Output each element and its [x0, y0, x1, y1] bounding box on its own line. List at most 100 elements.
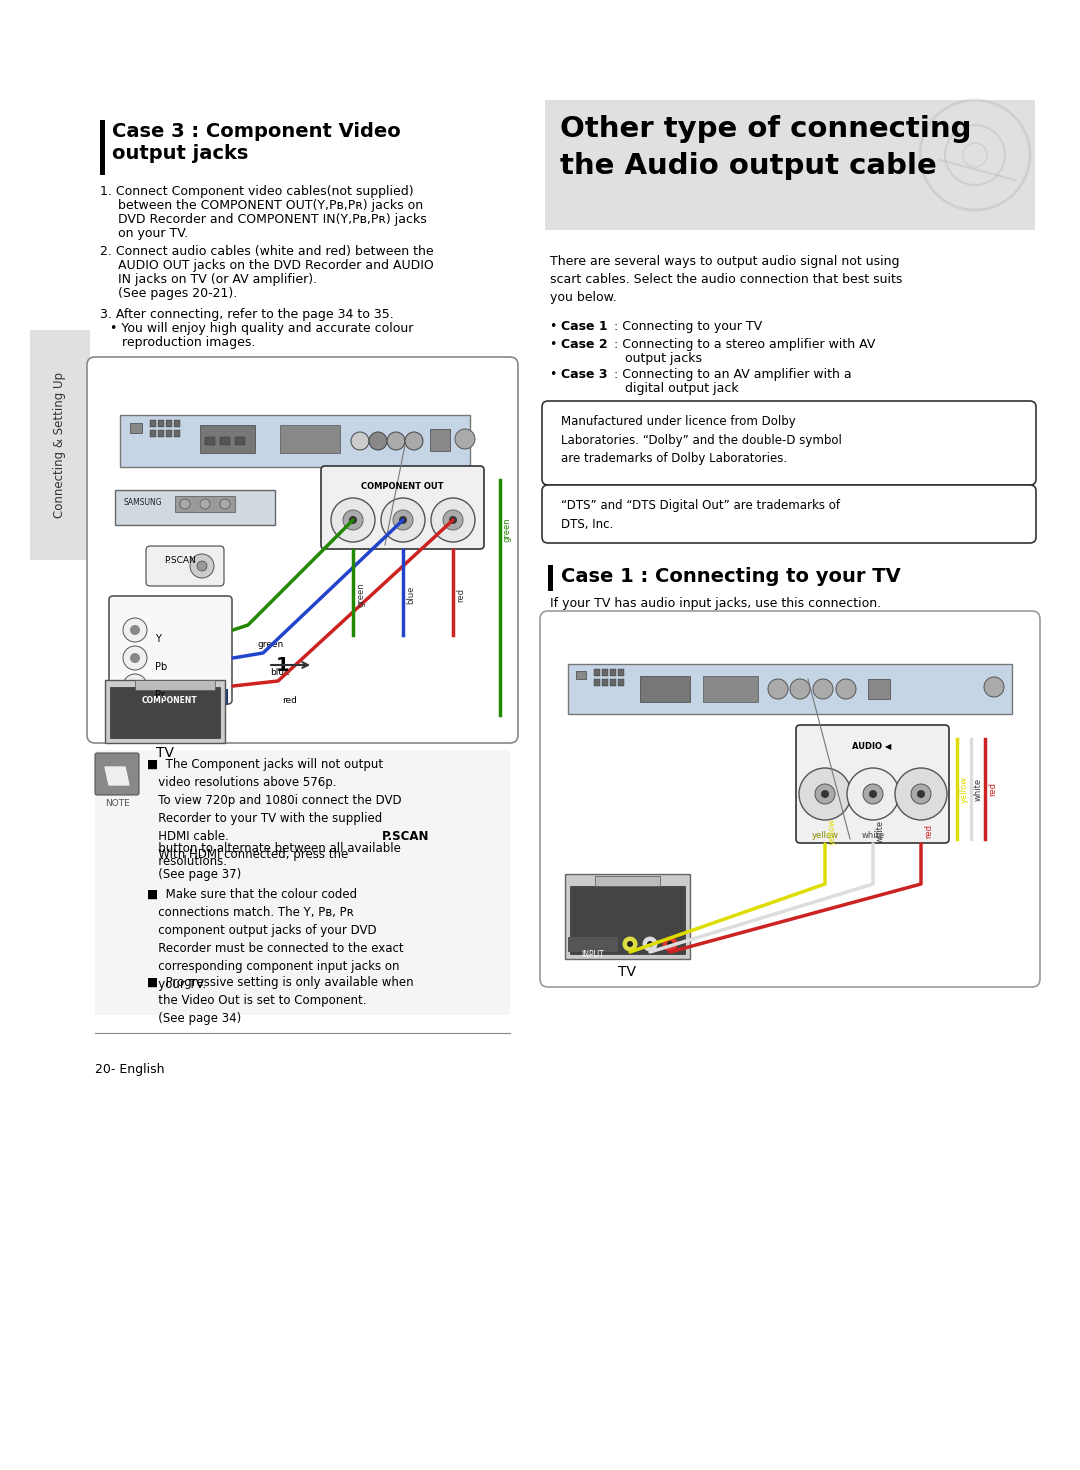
Text: COMPONENT OUT: COMPONENT OUT — [361, 482, 443, 491]
Text: •: • — [550, 368, 562, 381]
Circle shape — [799, 767, 851, 820]
Bar — [200, 425, 255, 453]
Bar — [166, 431, 172, 437]
Text: Pb: Pb — [156, 662, 167, 672]
Text: button to alternate between all available: button to alternate between all availabl… — [147, 842, 401, 856]
Circle shape — [130, 681, 140, 691]
Bar — [158, 431, 164, 437]
Bar — [166, 420, 172, 426]
Circle shape — [393, 510, 413, 531]
Bar — [158, 420, 164, 426]
Bar — [120, 415, 470, 467]
Text: NOTE: NOTE — [105, 800, 130, 809]
Bar — [100, 121, 105, 175]
Circle shape — [984, 678, 1004, 697]
Circle shape — [123, 675, 147, 698]
Text: : Connecting to an AV amplifier with a: : Connecting to an AV amplifier with a — [610, 368, 852, 381]
Text: Other type of connecting: Other type of connecting — [561, 115, 972, 143]
Text: Connecting & Setting Up: Connecting & Setting Up — [54, 372, 67, 517]
Text: DVD Recorder and COMPONENT IN(Y,Pʙ,Pʀ) jacks: DVD Recorder and COMPONENT IN(Y,Pʙ,Pʀ) j… — [118, 213, 427, 226]
Circle shape — [667, 941, 673, 947]
Text: (See pages 20-21).: (See pages 20-21). — [118, 287, 238, 300]
Text: red: red — [282, 695, 297, 706]
Bar — [570, 886, 685, 954]
Circle shape — [220, 498, 230, 509]
Text: white: white — [876, 819, 885, 842]
Bar — [235, 437, 245, 445]
Text: Pr: Pr — [156, 689, 165, 700]
Text: 1: 1 — [276, 656, 289, 675]
Text: white: white — [974, 778, 983, 801]
Circle shape — [847, 767, 899, 820]
Text: AUDIO ◀: AUDIO ◀ — [852, 741, 892, 750]
Circle shape — [405, 432, 423, 450]
FancyBboxPatch shape — [540, 612, 1040, 986]
Circle shape — [381, 498, 426, 542]
Text: between the COMPONENT OUT(Y,Pʙ,Pʀ) jacks on: between the COMPONENT OUT(Y,Pʙ,Pʀ) jacks… — [118, 198, 423, 212]
Bar — [205, 437, 215, 445]
Circle shape — [387, 432, 405, 450]
Circle shape — [399, 516, 407, 523]
Circle shape — [642, 936, 658, 953]
Circle shape — [863, 784, 883, 804]
Text: (See page 37): (See page 37) — [147, 867, 241, 881]
Bar — [703, 676, 758, 703]
Bar — [174, 420, 180, 426]
Text: 1. Connect Component video cables(not supplied): 1. Connect Component video cables(not su… — [100, 185, 414, 198]
Circle shape — [123, 645, 147, 670]
Circle shape — [190, 554, 214, 578]
Text: the Audio output cable: the Audio output cable — [561, 151, 936, 179]
Text: yellow: yellow — [960, 776, 969, 803]
Text: output jacks: output jacks — [625, 351, 702, 365]
Bar — [565, 875, 690, 958]
Bar — [220, 437, 230, 445]
Circle shape — [647, 941, 653, 947]
FancyBboxPatch shape — [87, 357, 518, 742]
Bar — [174, 431, 180, 437]
Text: If your TV has audio input jacks, use this connection.: If your TV has audio input jacks, use th… — [550, 597, 881, 610]
Bar — [114, 490, 275, 525]
Text: TV: TV — [156, 745, 174, 760]
Circle shape — [431, 498, 475, 542]
Circle shape — [130, 625, 140, 635]
Bar — [548, 564, 553, 591]
Bar — [113, 689, 228, 706]
Text: yellow: yellow — [828, 817, 837, 844]
Circle shape — [627, 941, 633, 947]
Circle shape — [622, 936, 638, 953]
Circle shape — [768, 679, 788, 700]
Text: Case 2: Case 2 — [561, 338, 608, 351]
Text: ■  Make sure that the colour coded
   connections match. The Y, Pʙ, Pʀ
   compon: ■ Make sure that the colour coded connec… — [147, 888, 404, 991]
Circle shape — [789, 679, 810, 700]
Circle shape — [836, 679, 856, 700]
Text: yellow: yellow — [811, 831, 838, 839]
Text: P.SCAN: P.SCAN — [382, 831, 430, 842]
Bar — [602, 669, 608, 676]
Text: on your TV.: on your TV. — [118, 226, 188, 240]
FancyBboxPatch shape — [542, 401, 1036, 485]
Bar — [610, 679, 616, 686]
Text: Case 1 : Connecting to your TV: Case 1 : Connecting to your TV — [561, 567, 901, 587]
FancyBboxPatch shape — [95, 753, 139, 795]
Text: ■  The Component jacks will not output
   video resolutions above 576p.
   To vi: ■ The Component jacks will not output vi… — [147, 759, 402, 861]
Bar — [594, 669, 600, 676]
Circle shape — [917, 789, 924, 798]
Text: Y: Y — [156, 634, 161, 644]
Bar — [568, 664, 1012, 714]
Text: blue: blue — [270, 667, 289, 678]
Text: Manufactured under licence from Dolby
Laboratories. “Dolby” and the double-D sym: Manufactured under licence from Dolby La… — [561, 415, 842, 465]
Text: •: • — [550, 320, 562, 334]
Text: green: green — [258, 639, 284, 648]
Circle shape — [349, 516, 357, 523]
Text: AUDIO OUT jacks on the DVD Recorder and AUDIO: AUDIO OUT jacks on the DVD Recorder and … — [118, 259, 434, 272]
Bar — [618, 669, 624, 676]
Polygon shape — [105, 767, 129, 785]
Text: digital output jack: digital output jack — [625, 382, 739, 395]
Circle shape — [912, 784, 931, 804]
Text: : Connecting to your TV: : Connecting to your TV — [610, 320, 762, 334]
Text: red: red — [988, 782, 997, 795]
Circle shape — [895, 767, 947, 820]
Bar — [430, 429, 450, 451]
Text: 2. Connect audio cables (white and red) between the: 2. Connect audio cables (white and red) … — [100, 245, 434, 259]
Circle shape — [815, 784, 835, 804]
